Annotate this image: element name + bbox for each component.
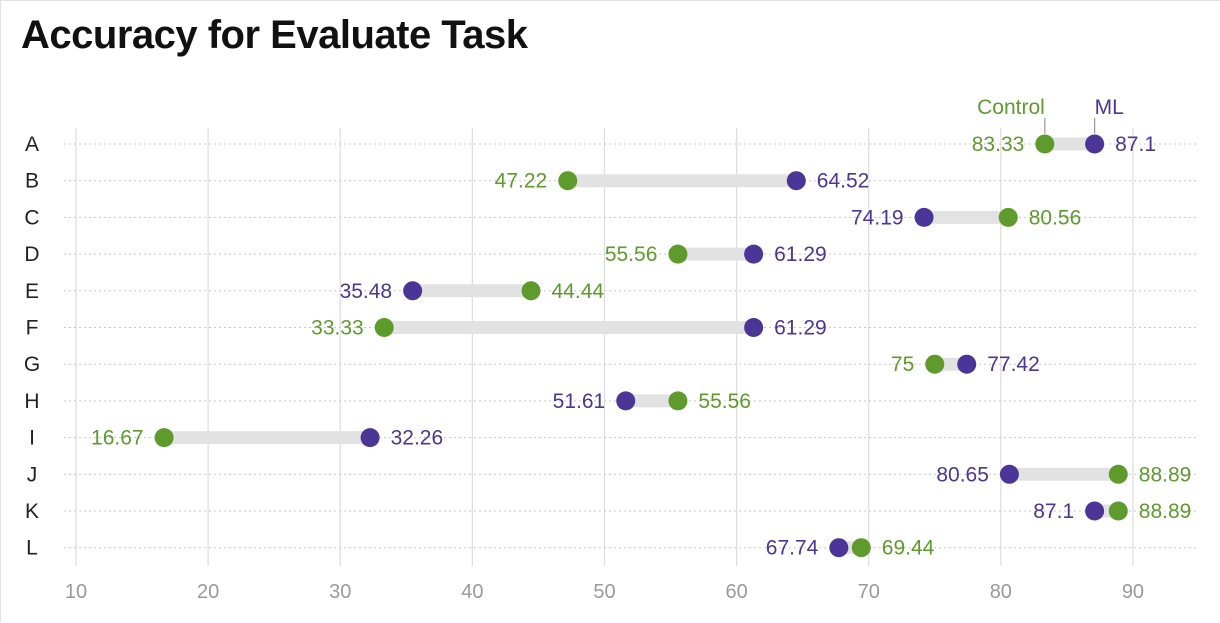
ml-value-label: 74.19 bbox=[851, 206, 904, 229]
x-tick-label: 20 bbox=[197, 581, 219, 603]
category-label: I bbox=[29, 427, 35, 450]
ml-dot bbox=[999, 464, 1019, 484]
control-value-label: 47.22 bbox=[495, 170, 548, 193]
category-label: E bbox=[25, 280, 39, 303]
ml-dot bbox=[616, 391, 636, 411]
x-tick-label: 60 bbox=[725, 581, 747, 603]
x-tick-label: 50 bbox=[593, 581, 615, 603]
ml-dot bbox=[786, 171, 806, 191]
control-dot bbox=[668, 391, 688, 411]
ml-dot bbox=[744, 318, 764, 337]
ml-value-label: 87.1 bbox=[1115, 133, 1156, 156]
category-label: G bbox=[24, 353, 40, 376]
category-label: J bbox=[27, 463, 38, 486]
x-tick-label: 40 bbox=[461, 581, 483, 603]
ml-dot bbox=[957, 354, 977, 374]
x-tick-label: 80 bbox=[990, 581, 1012, 603]
control-dot bbox=[925, 354, 945, 374]
ml-dot bbox=[360, 428, 380, 448]
control-value-label: 55.56 bbox=[698, 390, 751, 413]
ml-value-label: 87.1 bbox=[1033, 500, 1074, 523]
ml-dot bbox=[1085, 501, 1105, 521]
control-dot bbox=[668, 244, 688, 264]
ml-dot bbox=[914, 207, 934, 227]
control-dot bbox=[521, 281, 541, 301]
control-value-label: 44.44 bbox=[552, 280, 605, 303]
control-value-label: 75 bbox=[891, 353, 914, 376]
ml-value-label: 77.42 bbox=[987, 353, 1040, 376]
control-value-label: 16.67 bbox=[91, 427, 144, 450]
control-value-label: 33.33 bbox=[311, 317, 364, 340]
control-dot bbox=[998, 207, 1018, 227]
ml-dot bbox=[403, 281, 423, 301]
control-value-label: 83.33 bbox=[972, 133, 1025, 156]
ml-dot bbox=[829, 538, 849, 558]
category-label: K bbox=[25, 500, 39, 523]
ml-value-label: 51.61 bbox=[553, 390, 606, 413]
control-value-label: 88.89 bbox=[1139, 500, 1192, 523]
control-dot bbox=[851, 538, 871, 558]
x-tick-label: 30 bbox=[329, 581, 351, 603]
category-label: A bbox=[25, 133, 39, 156]
legend-label-control: Control bbox=[977, 96, 1045, 119]
category-label: D bbox=[24, 243, 39, 266]
control-dot bbox=[1035, 134, 1055, 154]
category-label: L bbox=[26, 537, 38, 560]
control-dot bbox=[1108, 501, 1128, 521]
control-value-label: 69.44 bbox=[882, 537, 935, 560]
x-tick-label: 10 bbox=[65, 581, 87, 603]
chart-title: Accuracy for Evaluate Task bbox=[21, 13, 528, 57]
ml-value-label: 64.52 bbox=[817, 170, 870, 193]
category-label: C bbox=[24, 206, 39, 229]
control-value-label: 88.89 bbox=[1139, 463, 1192, 486]
category-label: B bbox=[25, 170, 39, 193]
ml-value-label: 35.48 bbox=[340, 280, 393, 303]
ml-dot bbox=[744, 244, 764, 264]
category-label: H bbox=[24, 390, 39, 413]
category-label: F bbox=[26, 317, 39, 340]
control-dot bbox=[154, 428, 174, 448]
control-dot bbox=[374, 318, 394, 337]
legend-label-ml: ML bbox=[1095, 96, 1124, 119]
ml-dot bbox=[1085, 134, 1105, 154]
ml-value-label: 32.26 bbox=[391, 427, 444, 450]
x-tick-label: 90 bbox=[1122, 581, 1144, 603]
control-value-label: 80.56 bbox=[1029, 206, 1082, 229]
x-tick-label: 70 bbox=[858, 581, 880, 603]
control-dot bbox=[558, 171, 578, 191]
control-dot bbox=[1108, 464, 1128, 484]
ml-value-label: 61.29 bbox=[774, 317, 827, 340]
ml-value-label: 80.65 bbox=[936, 463, 989, 486]
control-value-label: 55.56 bbox=[605, 243, 658, 266]
ml-value-label: 67.74 bbox=[766, 537, 819, 560]
ml-value-label: 61.29 bbox=[774, 243, 827, 266]
